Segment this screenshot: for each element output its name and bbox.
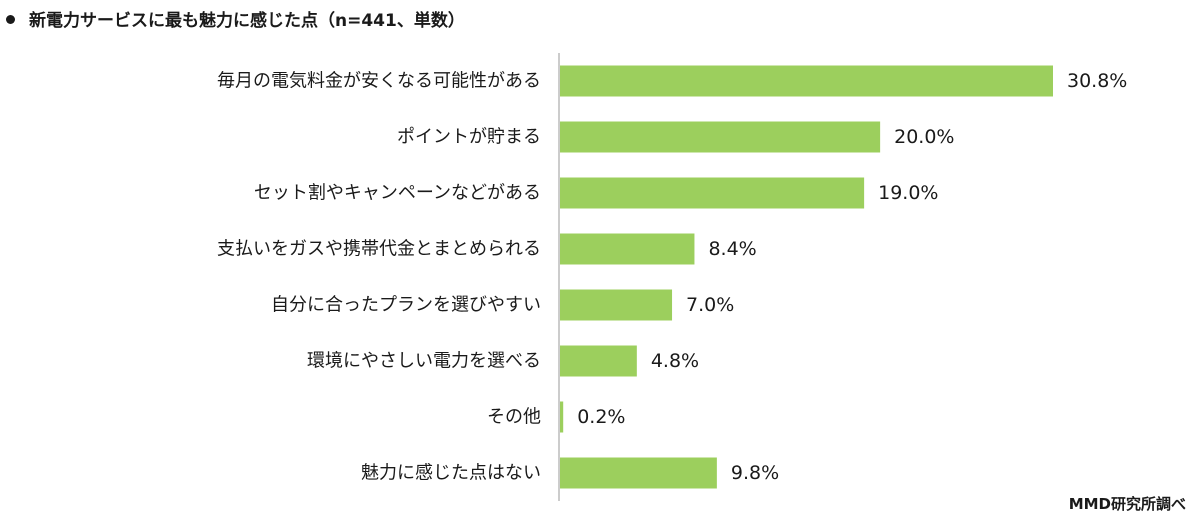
bar — [560, 457, 717, 489]
bar — [560, 233, 695, 265]
bar — [560, 289, 673, 321]
category-label: セット割やキャンペーンなどがある — [254, 183, 541, 204]
category-label: 環境にやさしい電力を選べる — [307, 351, 541, 372]
value-label: 0.2% — [577, 406, 625, 428]
category-label: 支払いをガスや携帯代金とまとめられる — [217, 239, 541, 260]
category-label: 魅力に感じた点はない — [361, 463, 541, 484]
chart-title: 新電力サービスに最も魅力に感じた点（n=441、単数） — [6, 6, 465, 31]
source-credit: MMD研究所調べ — [1068, 495, 1186, 513]
value-label: 4.8% — [651, 350, 699, 372]
value-label: 20.0% — [894, 126, 954, 148]
bar — [560, 401, 564, 433]
category-label: 自分に合ったプランを選びやすい — [271, 295, 541, 316]
value-label: 30.8% — [1067, 70, 1127, 92]
category-label: ポイントが貯まる — [397, 127, 541, 148]
category-label: 毎月の電気料金が安くなる可能性がある — [217, 71, 541, 92]
value-label: 19.0% — [878, 182, 938, 204]
value-label: 8.4% — [708, 238, 756, 260]
chart-title-text: 新電力サービスに最も魅力に感じた点（n=441、単数） — [29, 11, 465, 31]
bar — [560, 121, 881, 153]
bar — [560, 177, 865, 209]
value-label: 7.0% — [686, 294, 734, 316]
bullet-dot-icon — [6, 14, 15, 24]
category-label: その他 — [487, 407, 541, 428]
bar — [560, 345, 637, 377]
bar — [560, 65, 1053, 97]
value-label: 9.8% — [731, 462, 779, 484]
